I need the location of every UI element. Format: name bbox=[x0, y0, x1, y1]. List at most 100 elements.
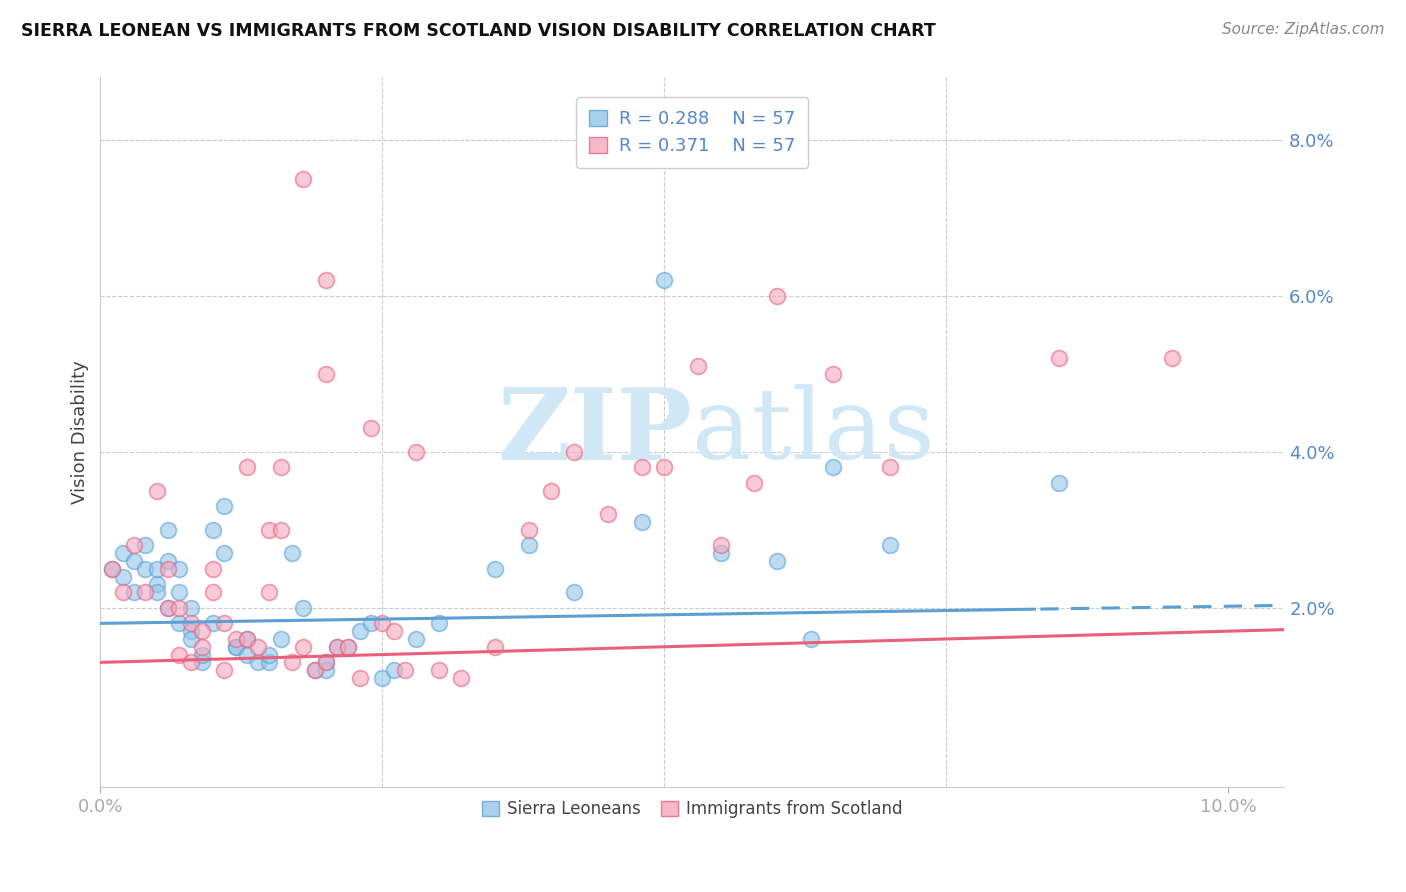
Point bbox=[191, 648, 214, 662]
Point bbox=[879, 538, 901, 552]
Point bbox=[315, 273, 337, 287]
Point bbox=[562, 445, 585, 459]
Point bbox=[562, 585, 585, 599]
Point bbox=[111, 585, 134, 599]
Point bbox=[202, 616, 225, 631]
Point bbox=[315, 367, 337, 381]
Point bbox=[337, 640, 360, 654]
Point bbox=[686, 359, 709, 373]
Point bbox=[156, 523, 179, 537]
Point bbox=[315, 656, 337, 670]
Point bbox=[382, 663, 405, 677]
Point bbox=[156, 562, 179, 576]
Legend: Sierra Leoneans, Immigrants from Scotland: Sierra Leoneans, Immigrants from Scotlan… bbox=[475, 794, 910, 825]
Point bbox=[180, 632, 202, 646]
Point bbox=[652, 460, 675, 475]
Point bbox=[169, 585, 191, 599]
Point bbox=[259, 648, 281, 662]
Point bbox=[1047, 475, 1070, 490]
Point bbox=[382, 624, 405, 639]
Point bbox=[744, 475, 766, 490]
Point bbox=[134, 562, 156, 576]
Point bbox=[214, 546, 236, 560]
Point bbox=[180, 656, 202, 670]
Point bbox=[1160, 351, 1182, 366]
Point bbox=[823, 460, 845, 475]
Point bbox=[259, 656, 281, 670]
Point bbox=[349, 624, 371, 639]
Point bbox=[315, 656, 337, 670]
Point bbox=[879, 460, 901, 475]
Point bbox=[349, 671, 371, 685]
Point bbox=[169, 600, 191, 615]
Point bbox=[630, 515, 652, 529]
Point bbox=[630, 460, 652, 475]
Text: atlas: atlas bbox=[692, 384, 935, 480]
Point bbox=[270, 632, 292, 646]
Point bbox=[270, 523, 292, 537]
Y-axis label: Vision Disability: Vision Disability bbox=[72, 360, 89, 504]
Point bbox=[202, 562, 225, 576]
Point bbox=[145, 562, 167, 576]
Point bbox=[292, 640, 315, 654]
Point bbox=[304, 663, 326, 677]
Point bbox=[214, 500, 236, 514]
Point bbox=[405, 445, 427, 459]
Point bbox=[134, 585, 156, 599]
Point bbox=[202, 585, 225, 599]
Point bbox=[800, 632, 823, 646]
Point bbox=[156, 600, 179, 615]
Point bbox=[169, 616, 191, 631]
Point bbox=[259, 585, 281, 599]
Point bbox=[236, 648, 259, 662]
Point bbox=[100, 562, 122, 576]
Point bbox=[371, 616, 394, 631]
Point bbox=[247, 640, 270, 654]
Point bbox=[156, 554, 179, 568]
Point bbox=[709, 538, 731, 552]
Point bbox=[766, 289, 789, 303]
Point bbox=[202, 523, 225, 537]
Point bbox=[517, 523, 540, 537]
Point bbox=[315, 663, 337, 677]
Point bbox=[596, 507, 619, 521]
Text: Source: ZipAtlas.com: Source: ZipAtlas.com bbox=[1222, 22, 1385, 37]
Point bbox=[122, 538, 145, 552]
Point bbox=[180, 624, 202, 639]
Point bbox=[281, 656, 304, 670]
Point bbox=[236, 460, 259, 475]
Point bbox=[156, 600, 179, 615]
Point bbox=[122, 554, 145, 568]
Point bbox=[111, 569, 134, 583]
Point bbox=[247, 656, 270, 670]
Point bbox=[180, 616, 202, 631]
Point bbox=[371, 671, 394, 685]
Point bbox=[427, 616, 450, 631]
Point bbox=[337, 640, 360, 654]
Point bbox=[394, 663, 416, 677]
Point bbox=[214, 663, 236, 677]
Point bbox=[180, 600, 202, 615]
Point bbox=[405, 632, 427, 646]
Point bbox=[225, 640, 247, 654]
Point bbox=[427, 663, 450, 677]
Point bbox=[145, 585, 167, 599]
Point bbox=[169, 648, 191, 662]
Point bbox=[145, 577, 167, 591]
Point bbox=[145, 483, 167, 498]
Point bbox=[169, 562, 191, 576]
Point bbox=[517, 538, 540, 552]
Point bbox=[100, 562, 122, 576]
Point bbox=[259, 523, 281, 537]
Point bbox=[450, 671, 472, 685]
Point bbox=[823, 367, 845, 381]
Point bbox=[360, 616, 382, 631]
Point bbox=[360, 421, 382, 435]
Point bbox=[122, 585, 145, 599]
Point bbox=[304, 663, 326, 677]
Point bbox=[766, 554, 789, 568]
Point bbox=[236, 632, 259, 646]
Point bbox=[134, 538, 156, 552]
Text: ZIP: ZIP bbox=[498, 384, 692, 481]
Point bbox=[214, 616, 236, 631]
